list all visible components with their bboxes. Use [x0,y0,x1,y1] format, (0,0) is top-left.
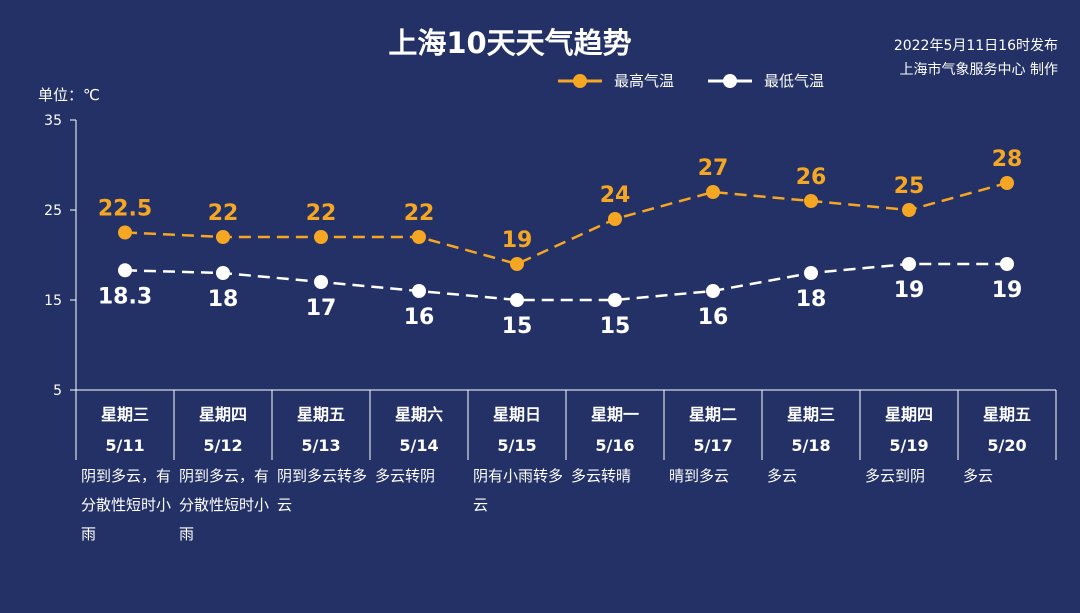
low-temp-label: 15 [502,314,533,339]
low-temp-point [118,263,132,278]
weekday-label: 星期四 [199,405,247,424]
high-temp-label: 19 [502,228,533,253]
low-temp-label: 18 [796,287,827,312]
legend-low-marker [708,73,753,88]
low-temp-label: 16 [404,305,435,330]
high-temp-label: 26 [796,165,827,190]
weekday-label: 星期五 [983,405,1031,424]
low-temp-point [608,293,622,307]
publish-info: 2022年5月11日16时发布 上海市气象服务中心 制作 [894,34,1058,82]
low-temp-label: 19 [894,278,925,303]
low-temp-point [216,266,230,280]
low-temp-label: 16 [698,305,729,330]
high-temp-point [608,212,622,226]
high-temp-label: 22 [208,201,239,226]
high-temp-point [216,230,230,244]
high-temp-label: 22 [404,201,435,226]
weekday-label: 星期日 [493,405,541,424]
low-temp-point [1000,257,1014,271]
low-temp-label: 19 [992,278,1023,303]
high-temp-label: 25 [894,174,925,199]
legend-low-label: 最低气温 [764,72,825,90]
weekday-label: 星期三 [787,405,835,424]
legend-item-high: 最高气温 [558,70,674,91]
date-label: 5/14 [399,436,438,455]
low-temp-label: 18 [208,287,239,312]
publisher: 上海市气象服务中心 制作 [899,62,1058,78]
high-temp-label: 27 [698,156,729,181]
high-temp-point [510,257,524,271]
weekday-label: 星期六 [395,405,443,424]
high-temp-point [902,203,916,217]
weekday-label: 星期三 [101,405,149,424]
high-temp-label: 22 [306,201,337,226]
high-temp-point [706,185,720,199]
low-temp-point [412,284,426,298]
high-temp-label: 24 [600,183,631,208]
date-label: 5/20 [987,436,1026,455]
weekday-label: 星期二 [689,405,737,424]
y-tick-label: 5 [53,383,62,399]
low-temp-label: 15 [600,314,631,339]
date-label: 5/13 [301,436,340,455]
high-temp-line [124,181,1008,266]
low-temp-point [804,266,818,280]
low-temp-point [902,257,916,271]
high-temp-label: 22.5 [98,197,152,222]
publish-time: 2022年5月11日16时发布 [893,38,1058,54]
y-tick-label: 25 [44,203,62,219]
weather-description: 阴到多云，有分散性短时小雨 [179,467,270,543]
weather-description: 多云转阴 [375,467,436,485]
date-label: 5/11 [105,436,144,455]
date-label: 5/19 [889,436,928,455]
high-temp-label: 28 [992,147,1023,172]
high-temp-point [118,225,132,240]
page-title: 上海10天天气趋势 [388,26,632,60]
unit-label: 单位：℃ [38,86,100,104]
legend-high-label: 最高气温 [614,72,675,90]
weather-description: 晴到多云 [669,467,730,485]
low-temp-point [706,284,720,298]
date-label: 5/18 [791,436,830,455]
legend-item-low: 最低气温 [708,70,824,91]
y-tick-label: 15 [44,293,62,309]
date-label: 5/15 [497,436,536,455]
low-temp-line [124,262,1007,302]
high-temp-point [412,230,426,244]
weather-description: 多云 [963,467,994,485]
high-temp-point [804,194,818,208]
date-label: 5/16 [595,436,634,455]
weather-description: 阴到多云，有分散性短时小雨 [81,467,172,543]
low-temp-label: 17 [306,296,337,321]
date-label: 5/17 [693,436,732,455]
weather-description: 多云 [767,467,798,485]
weather-description: 阴有小雨转多云 [473,467,564,514]
weather-description: 多云转晴 [571,467,632,485]
weather-description: 阴到多云转多云 [277,467,368,514]
low-temp-label: 18.3 [98,284,152,309]
legend: 最高气温 最低气温 [558,70,858,91]
low-temp-point [510,293,524,307]
date-label: 5/12 [203,436,242,455]
legend-high-marker [558,73,602,88]
weekday-label: 星期四 [885,405,933,424]
y-tick-label: 35 [44,113,62,129]
weather-description: 多云到阴 [865,467,926,485]
weekday-label: 星期一 [591,405,639,424]
weekday-label: 星期五 [297,405,345,424]
high-temp-point [314,230,328,244]
high-temp-point [1000,176,1014,190]
low-temp-point [314,275,328,289]
